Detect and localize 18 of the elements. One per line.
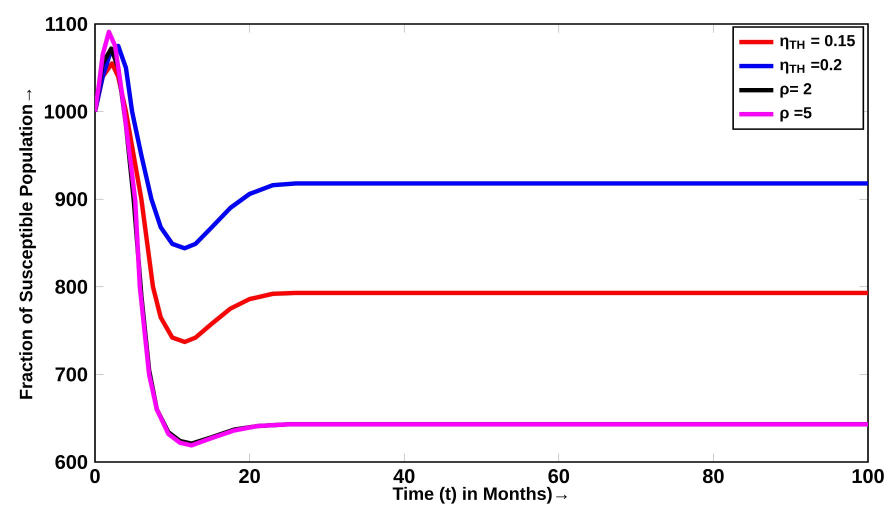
x-tick-label: 20 — [239, 469, 260, 484]
y-tick-label: 800 — [55, 280, 88, 294]
y-tick-label: 700 — [56, 367, 88, 382]
x-tick-label: 100 — [852, 469, 884, 484]
x-axis-title: Time (t) in Months)→ — [392, 486, 567, 504]
y-tick-label: 600 — [55, 454, 88, 470]
x-tick-label: 80 — [702, 469, 724, 484]
x-tick-label: 40 — [393, 469, 414, 484]
x-tick-label: 60 — [548, 469, 570, 484]
legend-label: η$_{TH}$ =0.2 — [780, 59, 842, 74]
x-tick-label: 0 — [90, 469, 100, 484]
y-tick-label: 1100 — [46, 16, 88, 32]
legend-label: ρ= 2 — [780, 83, 812, 98]
y-tick-label: 900 — [55, 192, 88, 206]
legend-label: η$_{TH}$ = 0.15 — [780, 34, 855, 50]
y-axis-title: Fraction of Susceptible Population→ — [19, 90, 36, 399]
y-tick-label: 1000 — [44, 104, 88, 119]
legend-label: ρ =5 — [780, 107, 812, 122]
